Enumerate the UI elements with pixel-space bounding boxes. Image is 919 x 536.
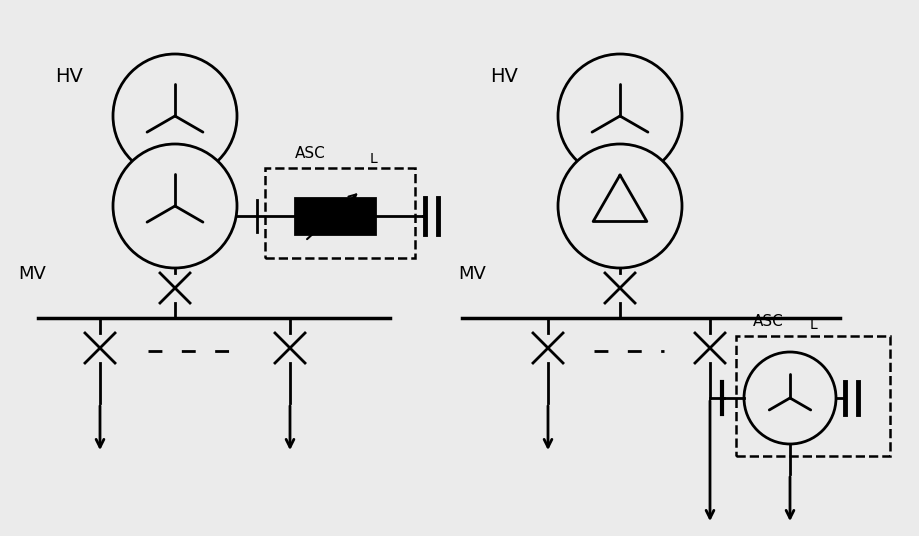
- Text: ASC: ASC: [295, 146, 325, 161]
- Circle shape: [558, 144, 681, 268]
- Bar: [735, 336, 889, 456]
- Text: L: L: [809, 318, 817, 332]
- Text: MV: MV: [18, 265, 46, 283]
- Bar: [265, 168, 414, 258]
- Text: HV: HV: [55, 66, 83, 86]
- Text: ASC: ASC: [752, 314, 783, 329]
- Bar: [295, 198, 375, 234]
- Text: HV: HV: [490, 66, 517, 86]
- Text: MV: MV: [458, 265, 485, 283]
- Circle shape: [113, 144, 237, 268]
- Text: L: L: [369, 152, 378, 166]
